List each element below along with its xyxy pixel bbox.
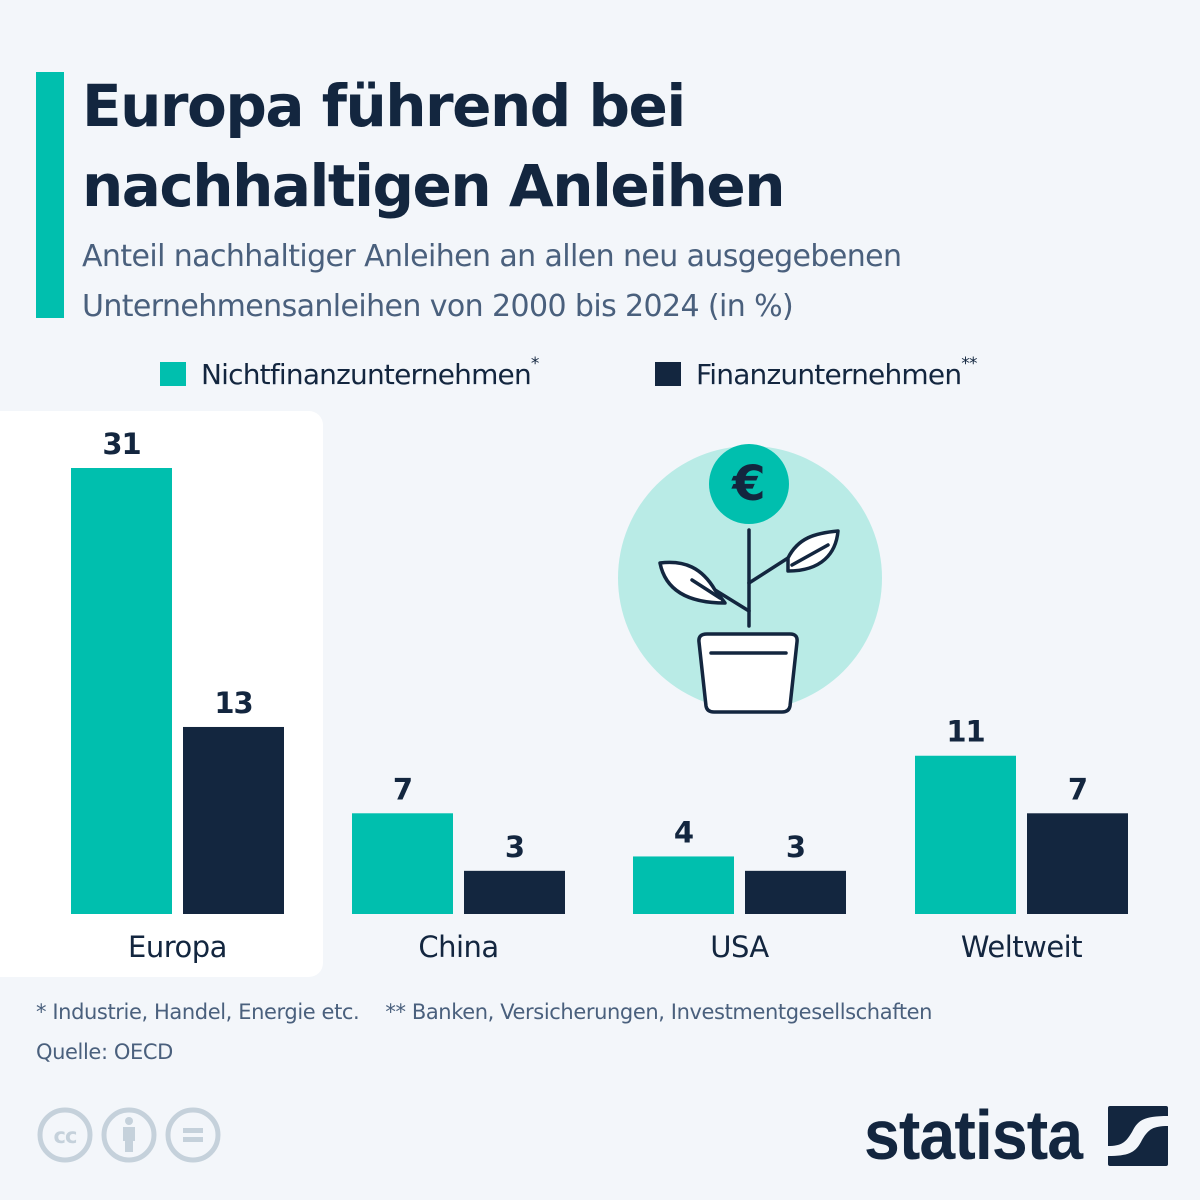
legend-text: Finanzunternehmen bbox=[696, 357, 962, 391]
bar-group-europa: 31 13 Europa bbox=[71, 427, 284, 964]
subtitle-line-2: Unternehmensanleihen von 2000 bis 2024 (… bbox=[82, 289, 794, 324]
legend-marker: * bbox=[530, 354, 539, 375]
plant-icon bbox=[658, 528, 840, 714]
subtitle: Anteil nachhaltiger Anleihen an allen ne… bbox=[82, 232, 1182, 332]
no-derivatives-icon[interactable] bbox=[164, 1106, 222, 1164]
data-label: 4 bbox=[674, 815, 693, 849]
attribution-icon[interactable] bbox=[100, 1106, 158, 1164]
legend-swatch-navy bbox=[655, 362, 681, 386]
euro-symbol-icon: € bbox=[731, 456, 765, 512]
bar-usa-finanz bbox=[745, 870, 846, 914]
bar-europa-finanz bbox=[183, 726, 284, 914]
category-label: Weltweit bbox=[961, 930, 1082, 964]
statista-wordmark: statista bbox=[864, 1096, 1083, 1174]
footnote-2: ** Banken, Versicherungen, Investmentges… bbox=[385, 1000, 933, 1024]
svg-text:cc: cc bbox=[54, 1124, 77, 1148]
statista-logo[interactable]: statista bbox=[864, 1096, 1168, 1174]
data-label: 7 bbox=[393, 772, 412, 806]
legend-swatch-teal bbox=[160, 362, 186, 386]
data-label: 3 bbox=[786, 830, 805, 864]
category-label: USA bbox=[710, 930, 769, 964]
data-label: 31 bbox=[102, 427, 140, 461]
data-label: 13 bbox=[214, 686, 252, 720]
bar-usa-nichtfinanz bbox=[633, 856, 734, 914]
bar-weltweit-nichtfinanz bbox=[915, 755, 1016, 914]
bar-china-nichtfinanz bbox=[352, 813, 453, 914]
title-accent-bar bbox=[36, 72, 64, 318]
bar-china-finanz bbox=[464, 870, 565, 914]
euro-coin bbox=[709, 444, 789, 524]
bar-group-usa: 4 3 USA bbox=[633, 815, 846, 964]
legend-marker: ** bbox=[961, 354, 977, 375]
data-label: 11 bbox=[946, 715, 984, 749]
bar-group-china: 7 3 China bbox=[352, 772, 565, 964]
plant-with-euro-coin-icon: € bbox=[618, 444, 882, 714]
title-line-2: nachhaltigen Anleihen bbox=[82, 152, 786, 220]
bar-europa-nichtfinanz bbox=[71, 468, 172, 914]
title-line-1: Europa führend bei bbox=[82, 72, 686, 140]
legend-item-finanz: Finanzunternehmen** bbox=[655, 352, 978, 396]
legend-label-finanz: Finanzunternehmen** bbox=[696, 354, 978, 391]
bar-group-weltweit: 11 7 Weltweit bbox=[915, 715, 1128, 964]
data-label: 7 bbox=[1068, 772, 1087, 806]
subtitle-line-1: Anteil nachhaltiger Anleihen an allen ne… bbox=[82, 239, 902, 274]
data-label: 3 bbox=[505, 830, 524, 864]
category-label: China bbox=[418, 930, 498, 964]
footnotes: * Industrie, Handel, Energie etc. ** Bank… bbox=[36, 1000, 932, 1024]
page-title: Europa führend bei nachhaltigen Anleihen bbox=[82, 66, 1162, 226]
legend-item-nichtfinanz: Nichtfinanzunternehmen* bbox=[160, 352, 539, 396]
statista-logo-mark-icon bbox=[1108, 1106, 1168, 1166]
footnote-1: * Industrie, Handel, Energie etc. bbox=[36, 1000, 360, 1024]
chart-legend: Nichtfinanzunternehmen* Finanzunternehme… bbox=[0, 352, 1200, 396]
legend-label-nichtfinanz: Nichtfinanzunternehmen* bbox=[201, 354, 539, 391]
legend-text: Nichtfinanzunternehmen bbox=[201, 357, 532, 391]
bar-weltweit-finanz bbox=[1027, 813, 1128, 914]
category-label: Europa bbox=[128, 930, 227, 964]
license-icons: cc bbox=[36, 1106, 222, 1164]
source-note: Quelle: OECD bbox=[36, 1040, 173, 1064]
cc-icon[interactable]: cc bbox=[36, 1106, 94, 1164]
